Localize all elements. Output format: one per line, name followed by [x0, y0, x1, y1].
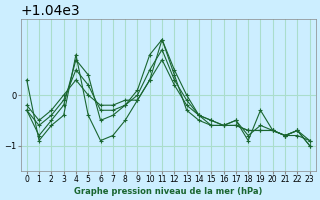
X-axis label: Graphe pression niveau de la mer (hPa): Graphe pression niveau de la mer (hPa) — [74, 187, 262, 196]
